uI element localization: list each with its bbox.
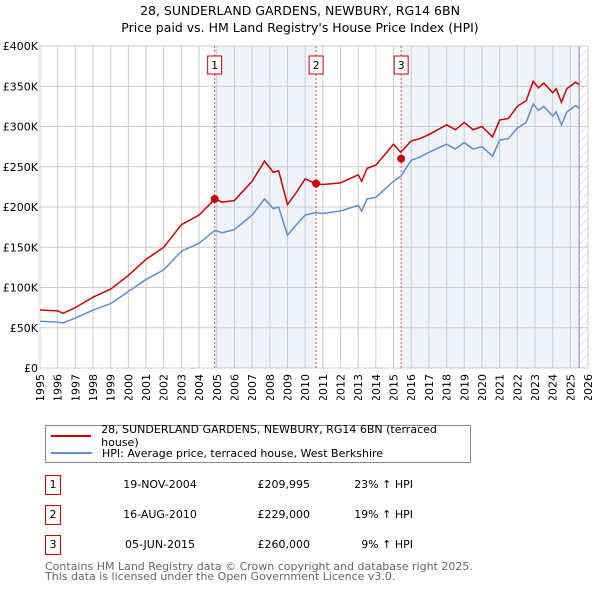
sale-hpi-diff: 23% ↑ HPI [354,478,413,491]
x-tick-label: 2009 [281,374,294,400]
legend-label-property: 28, SUNDERLAND GARDENS, NEWBURY, RG14 6B… [101,423,437,449]
y-tick-label: £50K [10,322,39,335]
sale-marker-box [393,55,409,75]
sale-point [210,194,219,203]
y-tick-label: £100K [3,282,39,295]
x-tick-label: 2006 [228,374,241,400]
x-tick-label: 2001 [140,374,153,400]
x-tick-label: 2003 [175,374,188,400]
x-tick-label: 2015 [388,374,401,400]
x-tick-label: 2020 [476,374,489,400]
x-tick-label: 2013 [352,374,365,400]
x-tick-label: 1999 [105,374,118,400]
x-tick-label: 2016 [405,374,418,400]
sale-marker-number: 1 [211,59,218,72]
property-price-line [39,79,580,315]
sale-marker-box [207,55,223,75]
y-tick-label: £250K [3,161,39,174]
sale-price: £229,000 [257,508,311,521]
sale-point [312,179,321,188]
x-tick-label: 2007 [246,374,259,400]
x-tick-label: 1996 [52,374,65,400]
sale-marker-number: 2 [313,59,320,72]
sale-hpi-diff: 19% ↑ HPI [354,508,413,521]
sale-date: 05-JUN-2015 [124,538,196,551]
sale-marker-box [308,55,324,75]
x-tick-label: 2004 [193,374,206,400]
x-tick-label: 2000 [122,374,135,400]
x-tick-label: 2017 [423,374,436,400]
x-tick-label: 1995 [34,374,47,400]
chart-subtitle: Price paid vs. HM Land Registry's House … [121,20,479,35]
legend-swatch-property [51,435,92,437]
y-tick-label: £300K [3,121,39,134]
x-tick-label: 2023 [529,374,542,400]
sale-marker-number: 3 [398,59,405,72]
line-chart: 1995 1996 1997 1998 1999 2000 2001 2002 2003 2004… [3,40,595,400]
legend-label-hpi: HPI: Average price, terraced house, West… [102,446,384,460]
sale-point [397,154,406,163]
footer-licence: This data is licensed under the Open Gov… [45,570,396,583]
x-tick-label: 2026 [582,374,595,400]
y-tick-label: £200K [3,201,39,214]
x-tick-label: 2011 [317,374,330,400]
x-tick-label: 2025 [564,374,577,400]
x-tick-label: 2018 [441,374,454,400]
x-tick-label: 1998 [87,374,100,400]
x-tick-label: 2008 [264,374,277,400]
sale-hpi-diff: 9% ↑ HPI [361,538,413,551]
hpi-line [39,102,580,324]
y-tick-label: £150K [3,241,39,254]
y-tick-label: £400K [3,40,39,53]
legend-swatch-hpi [51,452,92,454]
x-tick-label: 2010 [299,374,312,400]
x-tick-label: 2012 [335,374,348,400]
sale-date: 19-NOV-2004 [123,478,197,491]
x-tick-label: 1997 [69,374,82,400]
x-tick-label: 2014 [370,374,383,400]
x-tick-label: 2002 [158,374,171,400]
y-tick-label: £350K [3,80,39,93]
chart-title: 28, SUNDERLAND GARDENS, NEWBURY, RG14 6B… [140,3,460,18]
x-tick-label: 2022 [511,374,524,400]
sale-marker-label: 2 [45,505,61,525]
sale-marker-label: 1 [45,475,61,495]
footer-copyright: Contains HM Land Registry data © Crown c… [45,560,473,573]
sale-price: £260,000 [257,538,311,551]
legend: 28, SUNDERLAND GARDENS, NEWBURY, RG14 6B… [45,423,471,463]
sale-price: £209,995 [257,478,311,491]
sale-date: 16-AUG-2010 [123,508,197,521]
x-tick-label: 2021 [494,374,507,400]
x-tick-label: 2005 [211,374,224,400]
x-tick-label: 2024 [547,374,560,400]
sale-marker-label: 3 [45,535,61,555]
y-tick-label: £0 [24,362,38,375]
x-tick-label: 2019 [458,374,471,400]
